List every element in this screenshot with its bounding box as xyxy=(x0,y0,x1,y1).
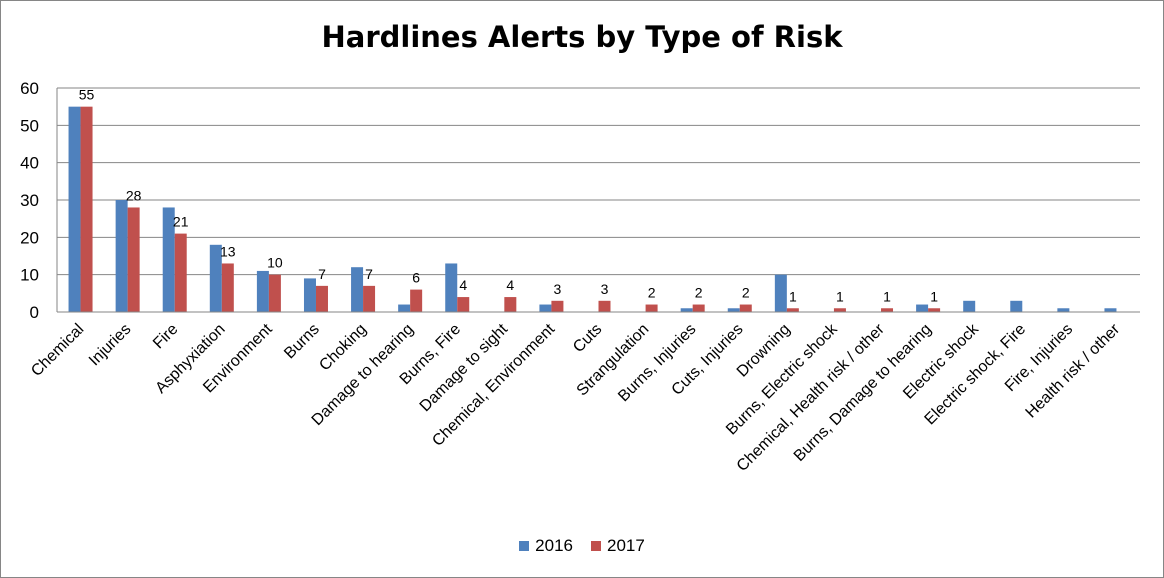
bar-2017 xyxy=(221,263,234,312)
legend-swatch-2016 xyxy=(519,541,530,551)
y-tick-label: 60 xyxy=(20,79,39,98)
data-label: 28 xyxy=(126,187,142,203)
data-label: 4 xyxy=(459,277,467,293)
bar-2017 xyxy=(504,297,517,312)
data-label: 7 xyxy=(318,266,326,282)
x-tick-label: Damage to sight xyxy=(417,320,512,415)
data-label: 1 xyxy=(930,288,938,304)
x-tick-label: Fire xyxy=(150,321,182,353)
y-tick-label: 40 xyxy=(20,154,39,173)
x-tick-label: Burns xyxy=(281,321,323,363)
bar-2016 xyxy=(303,278,316,312)
bar-2016 xyxy=(1057,308,1070,312)
y-tick-label: 50 xyxy=(20,116,39,135)
bar-2017 xyxy=(174,233,187,312)
bar-2017 xyxy=(410,289,423,312)
bar-2016 xyxy=(963,300,976,312)
x-tick-label: Chemical xyxy=(28,321,87,380)
data-label: 10 xyxy=(267,255,283,271)
bar-2017 xyxy=(127,207,140,312)
bar-2016 xyxy=(115,200,128,312)
bar-2016 xyxy=(916,304,929,312)
legend-item-2017: 2017 xyxy=(591,536,645,556)
data-label: 1 xyxy=(883,288,891,304)
bar-2017 xyxy=(363,285,376,312)
data-label: 4 xyxy=(506,277,514,293)
bar-2016 xyxy=(445,263,458,312)
y-tick-label: 10 xyxy=(20,266,39,285)
x-tick-label: Injuries xyxy=(86,321,134,369)
bar-2017 xyxy=(268,274,281,312)
y-tick-label: 0 xyxy=(30,303,39,322)
data-label: 1 xyxy=(789,288,797,304)
bar-2017 xyxy=(645,304,658,312)
data-label: 1 xyxy=(836,288,844,304)
data-label: 3 xyxy=(554,281,562,297)
bar-2017 xyxy=(551,300,564,312)
bar-2016 xyxy=(727,308,740,312)
data-label: 13 xyxy=(220,243,236,259)
y-tick-label: 20 xyxy=(20,228,39,247)
data-label: 7 xyxy=(365,266,373,282)
data-label: 6 xyxy=(412,270,420,286)
bar-2016 xyxy=(398,304,411,312)
bar-2016 xyxy=(1104,308,1117,312)
legend-label-2016: 2016 xyxy=(535,536,573,555)
data-label: 2 xyxy=(742,285,750,301)
bar-2017 xyxy=(739,304,752,312)
data-label: 21 xyxy=(173,214,189,230)
data-label: 2 xyxy=(695,285,703,301)
bar-2016 xyxy=(68,106,81,313)
bar-2017 xyxy=(315,285,328,312)
data-label: 55 xyxy=(79,87,95,103)
chart-title: Hardlines Alerts by Type of Risk xyxy=(321,20,843,54)
bar-2016 xyxy=(256,270,269,312)
bar-2016 xyxy=(539,304,552,312)
x-tick-label: Cuts xyxy=(570,321,605,356)
bar-2017 xyxy=(457,297,470,312)
bar-2017 xyxy=(80,106,93,313)
bar-2016 xyxy=(162,207,175,312)
bar-2016 xyxy=(1010,300,1023,312)
legend-label-2017: 2017 xyxy=(607,536,645,555)
legend-swatch-2017 xyxy=(591,541,601,551)
bar-2016 xyxy=(351,267,364,312)
y-tick-label: 30 xyxy=(20,191,39,210)
data-label: 3 xyxy=(601,281,609,297)
bar-2017 xyxy=(928,308,941,312)
bar-2016 xyxy=(209,244,222,312)
legend-item-2016: 2016 xyxy=(519,536,573,556)
bar-2017 xyxy=(598,300,611,312)
bar-2017 xyxy=(881,308,894,312)
bar-2017 xyxy=(786,308,799,312)
data-label: 2 xyxy=(648,285,656,301)
bar-2017 xyxy=(692,304,705,312)
bar-2016 xyxy=(680,308,693,312)
bar-2016 xyxy=(774,274,787,312)
bar-2017 xyxy=(833,308,846,312)
legend: 2016 2017 xyxy=(0,536,1164,556)
